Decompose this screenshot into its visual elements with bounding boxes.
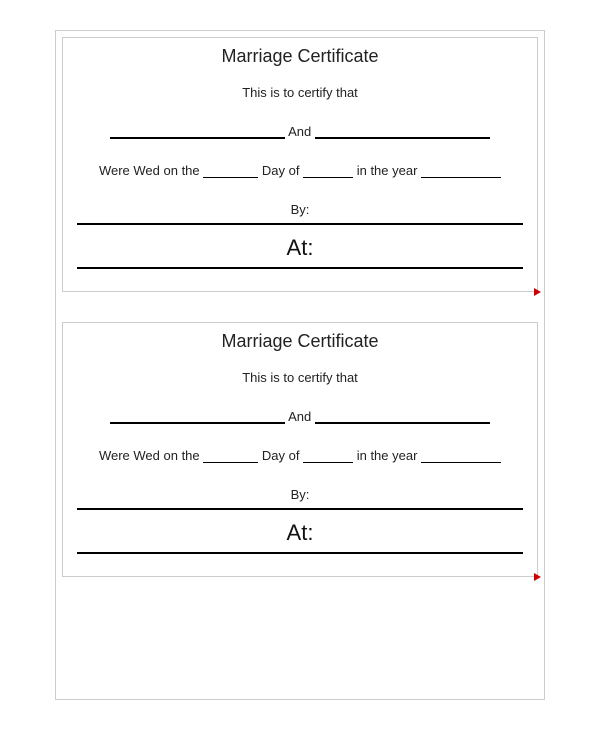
- and-label: And: [288, 124, 311, 139]
- certificate-title: Marriage Certificate: [77, 46, 523, 67]
- year-label: in the year: [357, 448, 418, 463]
- names-line: And: [77, 409, 523, 424]
- year-label: in the year: [357, 163, 418, 178]
- certificate-title: Marriage Certificate: [77, 331, 523, 352]
- year-blank: [421, 453, 501, 463]
- corner-marker-icon: [534, 288, 541, 296]
- wed-prefix: Were Wed on the: [99, 448, 200, 463]
- day-label: Day of: [262, 448, 300, 463]
- wed-line: Were Wed on the Day of in the year: [77, 163, 523, 178]
- certificate-subtitle: This is to certify that: [77, 85, 523, 100]
- at-label: At:: [77, 235, 523, 261]
- spouse-one-blank: [110, 412, 285, 424]
- spouse-two-blank: [315, 412, 490, 424]
- month-blank: [303, 453, 353, 463]
- corner-marker-icon: [534, 573, 541, 581]
- spouse-two-blank: [315, 127, 490, 139]
- marriage-certificate: Marriage Certificate This is to certify …: [62, 322, 538, 577]
- and-label: And: [288, 409, 311, 424]
- by-label: By:: [77, 202, 523, 217]
- year-blank: [421, 168, 501, 178]
- by-label: By:: [77, 487, 523, 502]
- at-label: At:: [77, 520, 523, 546]
- day-blank: [203, 453, 258, 463]
- location-rule: [77, 267, 523, 269]
- wed-line: Were Wed on the Day of in the year: [77, 448, 523, 463]
- month-blank: [303, 168, 353, 178]
- spouse-one-blank: [110, 127, 285, 139]
- names-line: And: [77, 124, 523, 139]
- day-blank: [203, 168, 258, 178]
- day-label: Day of: [262, 163, 300, 178]
- officiant-rule: [77, 508, 523, 510]
- marriage-certificate: Marriage Certificate This is to certify …: [62, 37, 538, 292]
- certificate-subtitle: This is to certify that: [77, 370, 523, 385]
- location-rule: [77, 552, 523, 554]
- officiant-rule: [77, 223, 523, 225]
- page-frame: Marriage Certificate This is to certify …: [55, 30, 545, 700]
- wed-prefix: Were Wed on the: [99, 163, 200, 178]
